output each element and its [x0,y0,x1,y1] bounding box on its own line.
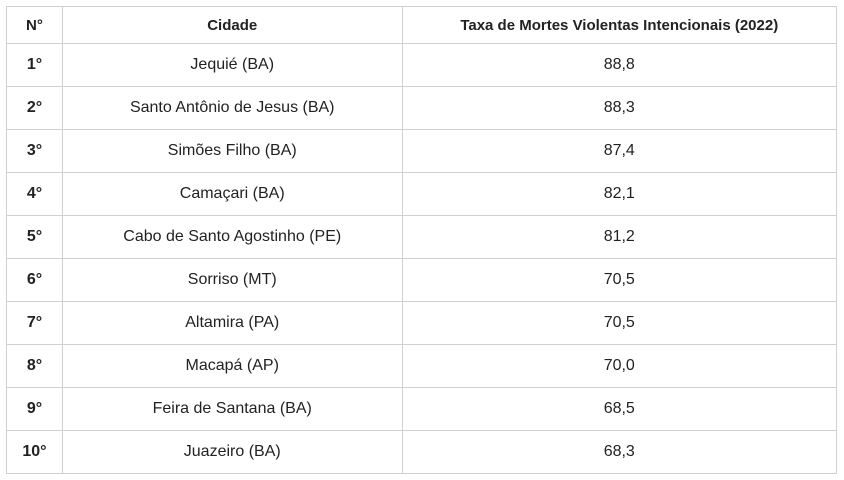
table-body: 1° Jequié (BA) 88,8 2° Santo Antônio de Jesu… [6,43,838,474]
header-cell: Cidade [61,6,403,44]
table-row: 1° Jequié (BA) 88,8 [6,43,838,87]
header-row: N° Cidade Taxa de Mortes Violentas Inten… [6,6,838,44]
table-row: 4° Camaçari (BA) 82,1 [6,172,838,216]
table-wrapper: N° Cidade Taxa de Mortes Violentas Inten… [6,6,838,474]
city-cell: Sorriso (MT) [61,258,403,302]
rank-cell: 2° [6,86,63,130]
rank-cell: 10° [6,430,63,474]
rate-cell: 88,8 [401,43,838,87]
rank-cell: 6° [6,258,63,302]
city-cell: Simões Filho (BA) [61,129,403,173]
rate-cell: 81,2 [401,215,838,259]
table-row: 6° Sorriso (MT) 70,5 [6,258,838,302]
header-cell: Taxa de Mortes Violentas Intencionais (2… [401,6,838,44]
rank-cell: 8° [6,344,63,388]
rank-cell: 4° [6,172,63,216]
rate-cell: 87,4 [401,129,838,173]
rate-cell: 70,5 [401,301,838,345]
city-cell: Santo Antônio de Jesus (BA) [61,86,403,130]
rate-cell: 88,3 [401,86,838,130]
table-row: 7° Altamira (PA) 70,5 [6,301,838,345]
rank-cell: 3° [6,129,63,173]
city-cell: Feira de Santana (BA) [61,387,403,431]
rate-cell: 82,1 [401,172,838,216]
table-row: 9° Feira de Santana (BA) 68,5 [6,387,838,431]
rank-cell: 9° [6,387,63,431]
city-cell: Altamira (PA) [61,301,403,345]
table-row: 3° Simões Filho (BA) 87,4 [6,129,838,173]
city-cell: Juazeiro (BA) [61,430,403,474]
ranking-table: N° Cidade Taxa de Mortes Violentas Inten… [6,6,838,474]
city-cell: Cabo de Santo Agostinho (PE) [61,215,403,259]
table-head: N° Cidade Taxa de Mortes Violentas Inten… [6,6,838,44]
rate-cell: 70,5 [401,258,838,302]
table-row: 5° Cabo de Santo Agostinho (PE) 81,2 [6,215,838,259]
city-cell: Jequié (BA) [61,43,403,87]
header-cell: N° [6,6,63,44]
rate-cell: 70,0 [401,344,838,388]
rate-cell: 68,5 [401,387,838,431]
table-row: 10° Juazeiro (BA) 68,3 [6,430,838,474]
table-row: 2° Santo Antônio de Jesus (BA) 88,3 [6,86,838,130]
city-cell: Camaçari (BA) [61,172,403,216]
rank-cell: 7° [6,301,63,345]
rank-cell: 5° [6,215,63,259]
city-cell: Macapá (AP) [61,344,403,388]
rate-cell: 68,3 [401,430,838,474]
rank-cell: 1° [6,43,63,87]
table-row: 8° Macapá (AP) 70,0 [6,344,838,388]
